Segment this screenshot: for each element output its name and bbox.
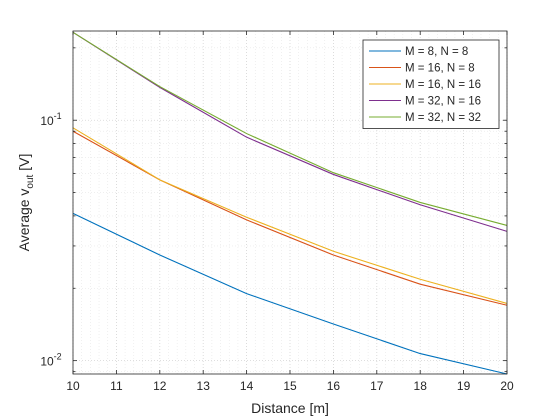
series-line-3 <box>72 127 508 304</box>
legend-label-2: M = 16, N = 8 <box>405 63 475 75</box>
legend-label-4: M = 32, N = 16 <box>405 96 481 108</box>
y-axis-label-unit: [V] <box>16 154 32 175</box>
grid <box>72 31 508 374</box>
x-tick-label: 20 <box>500 379 514 393</box>
x-tick-label: 13 <box>197 379 211 393</box>
x-tick-label: 10 <box>66 379 80 393</box>
series-line-5 <box>72 31 508 226</box>
x-tick-label: 16 <box>327 379 341 393</box>
axis-ticks: 10 11 12 13 14 15 16 17 18 19 20 10-2 10-1 <box>40 31 514 393</box>
x-tick-label: 14 <box>240 379 254 393</box>
legend-label-1: M = 8, N = 8 <box>405 46 468 58</box>
x-axis-label: Distance [m] <box>251 400 329 416</box>
y-axis-label-subscript: out <box>25 174 36 188</box>
y-tick-label: 10-2 <box>40 352 61 369</box>
y-tick-label: 10-1 <box>40 111 61 128</box>
series-lines <box>72 31 508 375</box>
x-tick-label: 17 <box>370 379 384 393</box>
y-axis-label: Average vout [V] <box>16 154 36 252</box>
legend-label-3: M = 16, N = 16 <box>405 79 481 91</box>
series-line-1 <box>72 212 508 375</box>
legend: M = 8, N = 8 M = 16, N = 8 M = 16, N = 16 M… <box>362 39 500 129</box>
legend-label-5: M = 32, N = 32 <box>405 112 481 124</box>
x-tick-label: 15 <box>283 379 297 393</box>
x-tick-label: 18 <box>414 379 428 393</box>
x-tick-label: 11 <box>110 379 123 393</box>
x-tick-label: 12 <box>153 379 167 393</box>
x-tick-label: 19 <box>457 379 471 393</box>
y-axis-label-main: Average v <box>16 189 32 252</box>
